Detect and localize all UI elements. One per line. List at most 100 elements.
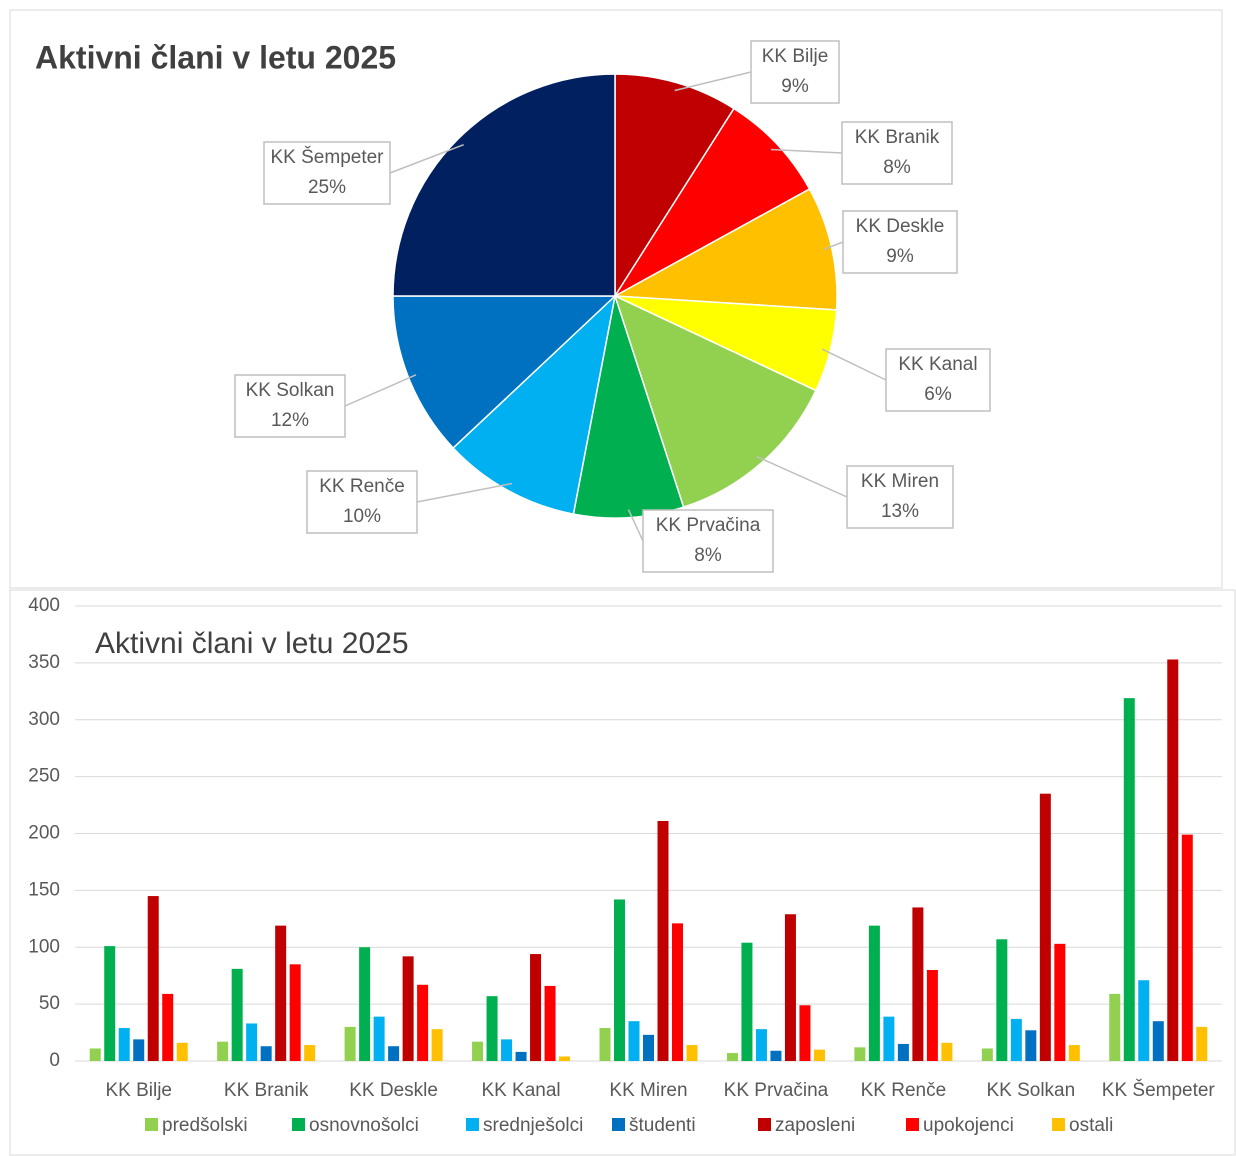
bar <box>133 1039 145 1061</box>
label-box <box>841 121 953 185</box>
leader-line <box>823 241 844 251</box>
pie-slice <box>614 73 735 299</box>
slice-name: KK Miren <box>861 471 939 492</box>
bar <box>289 964 301 1061</box>
bar-frame <box>9 589 1236 1156</box>
legend-swatch <box>906 1118 919 1131</box>
y-tick-label: 250 <box>28 766 60 787</box>
bar <box>359 947 371 1061</box>
bar <box>726 1053 738 1061</box>
legend-label: zaposleni <box>775 1115 855 1136</box>
slice-label: 8% <box>694 545 722 566</box>
slice-name: KK Prvačina <box>656 515 761 536</box>
bar <box>784 914 796 1061</box>
legend-swatch <box>145 1118 158 1131</box>
bar <box>544 985 556 1061</box>
pie-slice <box>612 188 838 311</box>
leader-line <box>756 455 848 498</box>
bar <box>515 1051 527 1061</box>
bar <box>1167 659 1179 1061</box>
x-tick-label: KK Branik <box>224 1080 309 1101</box>
y-tick-label: 300 <box>28 709 60 730</box>
bar <box>260 1046 272 1061</box>
legend-swatch <box>758 1118 771 1131</box>
bar <box>1054 943 1066 1061</box>
label-box <box>306 470 418 534</box>
legend-label: ostali <box>1069 1115 1113 1136</box>
y-tick-label: 150 <box>28 879 60 900</box>
bar <box>89 1048 101 1061</box>
bar <box>770 1050 782 1061</box>
x-tick-label: KK Kanal <box>481 1080 560 1101</box>
bar <box>599 1028 611 1061</box>
bar <box>686 1045 698 1061</box>
bar <box>672 923 683 1061</box>
legend-swatch <box>612 1118 625 1131</box>
bar <box>1138 980 1150 1061</box>
legend-label: predšolski <box>162 1115 248 1136</box>
bar <box>912 907 924 1061</box>
leader-line <box>344 374 417 407</box>
bar <box>147 896 159 1061</box>
leader-line <box>389 143 464 174</box>
slice-label: 9% <box>886 246 914 267</box>
bar <box>486 996 498 1061</box>
bar <box>472 1041 484 1061</box>
pie-slice <box>572 295 685 519</box>
bar <box>981 1048 993 1061</box>
bar <box>501 1039 513 1061</box>
bar <box>402 956 414 1061</box>
bar <box>1181 834 1193 1061</box>
leader-line <box>627 509 644 542</box>
bar <box>275 925 287 1061</box>
slice-label: 25% <box>308 177 346 198</box>
legend-swatch <box>292 1118 305 1131</box>
bar <box>926 970 938 1061</box>
bar <box>246 1023 258 1061</box>
bar <box>883 1016 895 1061</box>
x-tick-label: KK Deskle <box>349 1080 438 1101</box>
bar <box>373 1016 385 1061</box>
bar <box>162 993 174 1061</box>
bar <box>530 954 542 1061</box>
bar <box>1039 793 1051 1061</box>
bar <box>1025 1030 1037 1061</box>
bar <box>628 1021 640 1061</box>
slice-label: 13% <box>881 501 919 522</box>
y-tick-label: 400 <box>28 595 60 616</box>
bar-title: Aktivni člani v letu 2025 <box>95 627 409 660</box>
slice-name: KK Solkan <box>246 380 335 401</box>
bar <box>176 1042 188 1061</box>
label-box <box>885 348 991 412</box>
bar <box>1068 1045 1080 1061</box>
bar <box>417 984 429 1061</box>
bar <box>1152 1021 1164 1061</box>
legend-swatch <box>466 1118 479 1131</box>
slice-label: 12% <box>271 410 309 431</box>
y-tick-label: 100 <box>28 936 60 957</box>
pie-slice <box>392 73 616 297</box>
leader-line <box>821 348 887 381</box>
label-box <box>842 210 958 274</box>
bar <box>1196 1026 1208 1061</box>
legend-label: srednješolci <box>483 1115 583 1136</box>
bar <box>741 942 753 1061</box>
bar <box>657 820 669 1061</box>
y-tick-label: 200 <box>28 823 60 844</box>
leader-line <box>416 482 513 503</box>
bar <box>118 1028 130 1061</box>
label-box <box>234 374 346 438</box>
bar <box>996 939 1008 1061</box>
bar <box>304 1045 316 1061</box>
bar <box>559 1056 571 1061</box>
slice-label: 6% <box>924 384 952 405</box>
label-box <box>642 509 774 573</box>
legend-swatch <box>1052 1118 1065 1131</box>
label-box <box>263 141 391 205</box>
x-tick-label: KK Solkan <box>986 1080 1075 1101</box>
slice-label: 8% <box>883 157 911 178</box>
y-tick-label: 0 <box>49 1050 60 1071</box>
bar <box>431 1029 443 1061</box>
slice-name: KK Deskle <box>856 216 945 237</box>
